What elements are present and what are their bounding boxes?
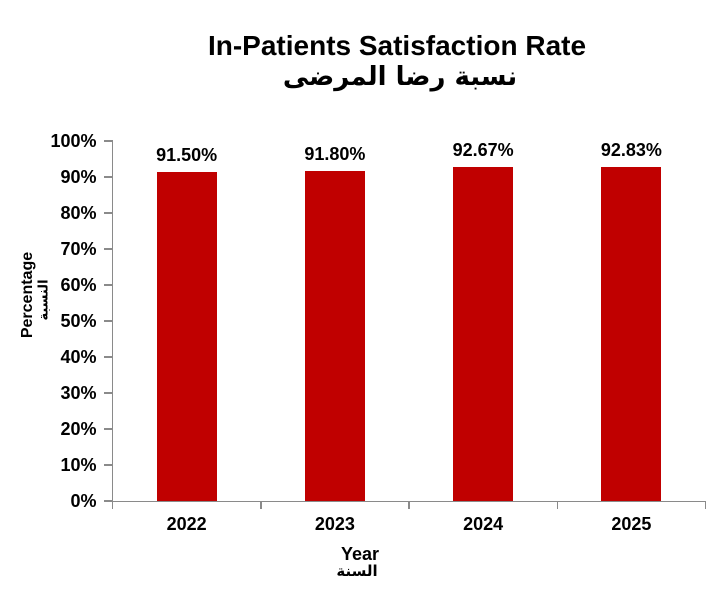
y-tick-mark xyxy=(103,464,113,466)
x-category-label: 2023 xyxy=(314,514,355,534)
chart-title: In-Patients Satisfaction Rate xyxy=(207,30,587,61)
y-tick-label: 100% xyxy=(50,131,97,151)
y-tick-label: 70% xyxy=(60,239,97,259)
bar-value-label: 92.67% xyxy=(452,140,514,161)
bar-2024 xyxy=(453,167,514,501)
y-tick-mark xyxy=(103,248,113,250)
x-category-label: 2025 xyxy=(611,514,652,534)
y-tick-mark xyxy=(103,500,113,502)
bar-2025 xyxy=(601,166,662,501)
y-tick-label: 20% xyxy=(60,419,97,439)
y-tick-mark xyxy=(103,212,113,214)
y-tick-mark xyxy=(103,356,113,358)
y-tick-mark xyxy=(103,284,113,286)
bar-value-label: 92.83% xyxy=(600,139,662,160)
bar-2023 xyxy=(304,170,365,501)
y-tick-label: 40% xyxy=(60,347,97,367)
y-axis-title: Percentage xyxy=(19,251,36,339)
x-axis-title-arabic: السنة xyxy=(336,562,378,580)
y-tick-label: 50% xyxy=(60,311,97,331)
bar-value-label: 91.50% xyxy=(156,144,218,165)
y-tick-label: 80% xyxy=(60,203,97,223)
plot-area: 0% 10% 20% 30% 40% 50% 60% 70% 80% 90% 100% 91.50% 2… xyxy=(50,131,707,534)
bar-value-label: 91.80% xyxy=(304,143,366,164)
y-tick-label: 90% xyxy=(60,167,97,187)
x-tick-mark xyxy=(111,501,114,509)
y-tick-label: 0% xyxy=(70,491,97,511)
bar-2022 xyxy=(156,171,217,501)
x-tick-mark xyxy=(408,501,410,509)
chart-subtitle-arabic: نسبة رضا المرضى xyxy=(282,62,518,92)
y-tick-label: 30% xyxy=(60,383,97,403)
y-tick-mark xyxy=(103,320,113,322)
x-category-label: 2024 xyxy=(463,514,504,534)
x-category-label: 2022 xyxy=(166,514,207,534)
y-tick-label: 10% xyxy=(60,455,97,475)
y-tick-mark xyxy=(103,428,113,430)
x-tick-mark xyxy=(704,501,707,509)
y-tick-label: 60% xyxy=(60,275,97,295)
y-tick-mark xyxy=(103,392,113,394)
x-tick-mark xyxy=(556,501,558,509)
y-tick-mark xyxy=(103,140,113,142)
y-tick-mark xyxy=(103,176,113,178)
x-tick-mark xyxy=(260,501,262,509)
x-axis-title: Year xyxy=(340,544,380,564)
